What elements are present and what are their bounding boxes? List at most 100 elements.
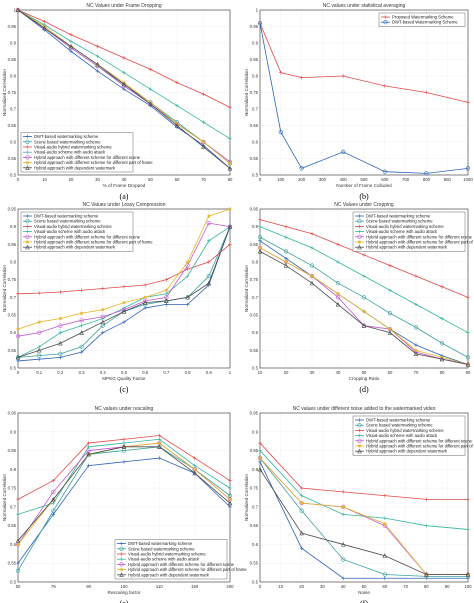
x-axis-label: MPEG Quality Factor [102,376,146,381]
data-point [68,43,74,49]
data-point [185,267,190,271]
x-tick-label: 0.4 [100,370,107,375]
data-point [79,288,84,293]
legend-label: Hybrid approach with different scheme fo… [34,234,141,239]
data-point [16,497,20,502]
legend-label: Hybrid approach with different scheme fo… [34,155,141,160]
panel-caption: (b) [359,192,369,201]
data-point [122,87,126,91]
data-point [15,568,21,573]
chart-panel-1: NC Values under Frame Dropping 0.5 0.55 0.6… [2,3,233,201]
data-point [122,460,126,464]
panel-caption: (c) [120,385,129,394]
series-line [259,251,469,365]
x-tick-label: 0.1 [36,370,43,375]
data-point [58,316,63,321]
legend-label: Visual-audio hybrid watermarking scheme [34,224,112,229]
chart-title: NC Values under Lossy Compression [82,202,165,208]
y-axis-label: Normalized Correlation [2,474,7,521]
data-point [383,576,387,581]
legend-marker [25,219,30,224]
x-axis-label: Noise [358,590,370,595]
data-point [122,441,126,445]
data-point [37,320,41,324]
data-point [227,224,233,229]
legend-label: Hybrid approach with dependent watermark [366,449,448,454]
x-tick-label: 80 [228,177,233,182]
data-point [175,80,179,85]
legend-marker [357,444,362,448]
data-point [440,284,444,289]
data-point [15,538,21,543]
x-tick-label: 1 [229,370,232,375]
data-point [258,239,262,243]
chart-panel-2: NC values under statistical averaging 0.5… [244,3,473,201]
y-tick-label: 0.6 [10,140,17,145]
legend-label: Scene based watermarking scheme [366,423,433,428]
x-tick-label: 20 [284,370,289,375]
y-tick-label: 0.5 [252,173,259,178]
data-point [58,323,63,328]
legend-marker [119,541,124,546]
x-tick-label: 60 [388,370,393,375]
legend-marker [357,214,362,218]
data-point [121,308,127,314]
x-axis-label: Cropping Ratio [349,376,380,381]
legend-marker [119,546,124,551]
legend-marker [357,240,362,244]
data-point [79,318,84,323]
y-tick-label: 0.65 [250,313,259,318]
data-point [192,470,197,476]
y-axis-label: Normalized Correlation [244,69,249,116]
legend-marker [25,244,30,250]
data-point [341,557,346,562]
legend-marker [119,552,124,556]
data-point [37,330,42,335]
data-point [310,274,314,278]
data-point [362,253,366,257]
x-tick-label: 10 [42,177,47,182]
x-tick-label: 50 [362,584,367,589]
data-point [122,320,126,324]
data-point [228,242,232,247]
data-point [148,101,153,107]
y-tick-label: 0.95 [8,24,17,29]
data-point [309,280,315,286]
data-point [383,84,387,88]
y-tick-label: 1 [256,8,259,13]
data-point [201,92,206,96]
data-point [122,437,126,442]
x-tick-label: 20 [299,584,304,589]
y-tick-label: 0.9 [252,429,259,434]
y-tick-label: 0.55 [8,156,17,161]
data-point [101,307,105,312]
data-point [37,353,42,358]
data-point [207,214,211,218]
data-point [284,256,288,261]
data-point [299,493,304,498]
x-tick-label: 50 [362,370,367,375]
data-point [341,576,345,581]
data-point [143,283,147,287]
data-point [257,248,263,254]
series-line [17,446,231,541]
y-tick-label: 0.95 [250,24,259,29]
legend-label: Scene based watermarking scheme [128,546,195,551]
y-tick-label: 0.55 [8,561,17,566]
legend-label: Scene based watermarking scheme [34,139,101,144]
legend-label: Visual-audio hybrid watermarking scheme [366,224,444,229]
x-tick-label: 20 [69,177,74,182]
data-point [122,70,126,75]
data-point [185,302,190,307]
x-tick-label: 600 [381,177,389,182]
data-point [284,260,288,264]
data-point [79,344,84,349]
y-tick-label: 0.85 [250,448,259,453]
data-point [466,100,470,105]
y-tick-label: 0.5 [252,366,259,371]
x-tick-label: 10 [278,584,283,589]
data-point [95,44,100,49]
data-point [299,546,304,550]
